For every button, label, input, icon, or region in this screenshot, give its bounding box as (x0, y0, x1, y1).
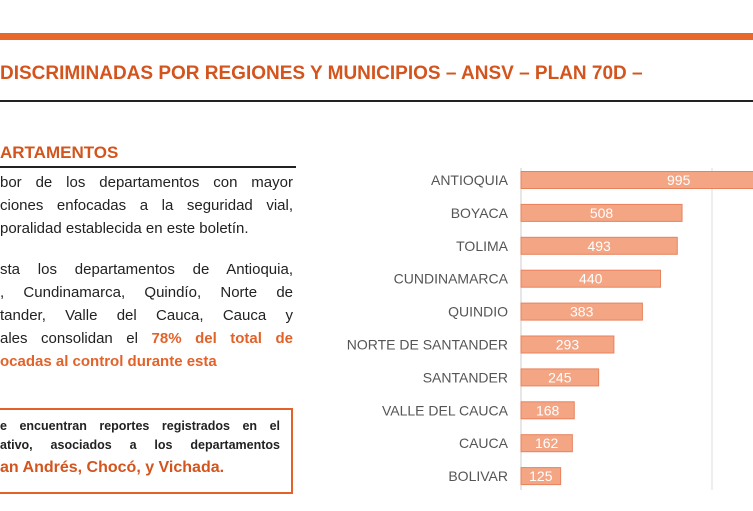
bar (520, 401, 575, 420)
value-label: 162 (535, 435, 559, 451)
category-label: CAUCA (459, 435, 509, 451)
note-box (0, 408, 293, 494)
bar (520, 302, 643, 321)
value-label: 293 (556, 337, 580, 353)
bar (520, 467, 562, 486)
bar (520, 335, 615, 354)
category-label: BOLIVAR (448, 468, 508, 484)
category-label: ANTIOQUIA (431, 172, 509, 188)
value-label: 493 (587, 238, 611, 254)
section-title: ARTAMENTOS (0, 143, 119, 162)
category-label: NORTE DE SANTANDER (347, 337, 508, 353)
category-label: VALLE DEL CAUCA (382, 402, 509, 418)
text: ales consolidan el (0, 330, 152, 347)
text-line: ciones enfocadas a la seguridad vial, (0, 197, 293, 214)
text-line: tander, Valle del Cauca, Cauca y (0, 307, 293, 324)
note-line: e encuentran reportes registrados en el (0, 419, 280, 433)
text-line: poralidad establecida en este boletín. (0, 220, 249, 237)
bar (520, 203, 683, 222)
category-label: CUNDINAMARCA (394, 271, 509, 287)
value-label: 995 (667, 172, 691, 188)
value-label: 383 (570, 304, 594, 320)
value-label: 168 (536, 402, 560, 418)
bar (520, 368, 600, 387)
note-highlight: an Andrés, Chocó, y Vichada. (0, 459, 225, 476)
top-rule (0, 33, 753, 40)
category-label: BOYACA (451, 205, 509, 221)
text-line: sta los departamentos de Antioquia, (0, 261, 293, 278)
highlight: 78% del total de (151, 330, 293, 347)
text-line: bor de los departamentos con mayor (0, 174, 293, 191)
bar (520, 236, 678, 255)
text-line: , Cundinamarca, Quindío, Norte de (0, 284, 293, 301)
value-label: 508 (590, 205, 614, 221)
note-line: ativo, asociados a los departamentos (0, 438, 280, 452)
value-label: 440 (579, 271, 603, 287)
value-label: 245 (548, 369, 572, 385)
page-title: DISCRIMINADAS POR REGIONES Y MUNICIPIOS … (0, 63, 643, 84)
category-label: QUINDIO (448, 304, 508, 320)
category-label: TOLIMA (456, 238, 509, 254)
value-label: 125 (529, 468, 553, 484)
text-line: ales consolidan el 78% del total de (0, 330, 293, 348)
bar (520, 269, 661, 288)
highlight-line: ocadas al control durante esta (0, 353, 217, 370)
bar (520, 434, 573, 453)
section-rule (0, 166, 296, 168)
category-label: SANTANDER (423, 369, 508, 385)
title-rule (0, 100, 753, 102)
bar (520, 171, 753, 189)
